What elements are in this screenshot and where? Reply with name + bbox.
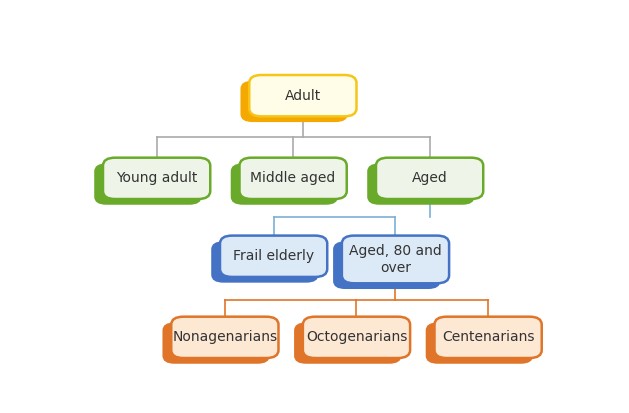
FancyBboxPatch shape: [220, 235, 327, 277]
Text: Centenarians: Centenarians: [442, 330, 535, 344]
FancyBboxPatch shape: [333, 241, 440, 289]
FancyBboxPatch shape: [342, 235, 449, 283]
FancyBboxPatch shape: [294, 323, 401, 364]
FancyBboxPatch shape: [231, 164, 338, 205]
Text: Young adult: Young adult: [116, 171, 198, 185]
FancyBboxPatch shape: [94, 164, 201, 205]
FancyBboxPatch shape: [240, 81, 348, 122]
FancyBboxPatch shape: [303, 317, 410, 358]
FancyBboxPatch shape: [171, 317, 279, 358]
Text: Octogenarians: Octogenarians: [306, 330, 407, 344]
Text: Adult: Adult: [285, 89, 321, 103]
FancyBboxPatch shape: [376, 158, 483, 199]
Text: Frail elderly: Frail elderly: [233, 249, 314, 263]
FancyBboxPatch shape: [240, 158, 347, 199]
FancyBboxPatch shape: [426, 323, 533, 364]
Text: Aged, 80 and
over: Aged, 80 and over: [349, 244, 442, 275]
FancyBboxPatch shape: [211, 241, 318, 282]
Text: Middle aged: Middle aged: [250, 171, 336, 185]
FancyBboxPatch shape: [162, 323, 270, 364]
FancyBboxPatch shape: [249, 75, 357, 116]
Text: Aged: Aged: [412, 171, 447, 185]
FancyBboxPatch shape: [367, 164, 474, 205]
FancyBboxPatch shape: [435, 317, 542, 358]
Text: Nonagenarians: Nonagenarians: [172, 330, 277, 344]
FancyBboxPatch shape: [103, 158, 210, 199]
